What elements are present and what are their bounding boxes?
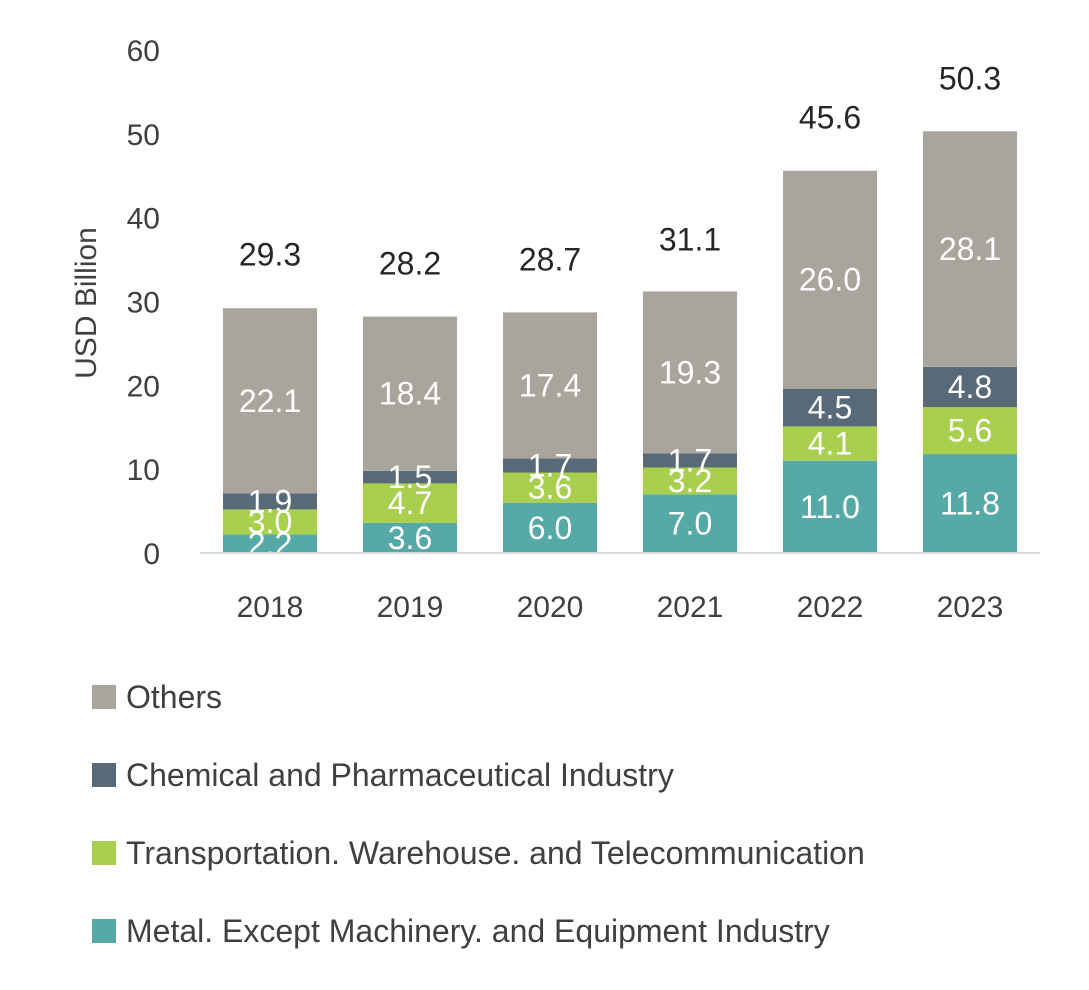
legend-label: Metal. Except Machinery. and Equipment I… (126, 912, 830, 949)
segment-value-label: 11.0 (800, 489, 860, 525)
bar-segment (783, 388, 877, 427)
total-value-label: 29.3 (239, 236, 301, 272)
bar-segment (923, 407, 1017, 455)
segment-value-label: 18.4 (379, 376, 441, 412)
bar-segment (363, 522, 457, 553)
y-tick-label: 60 (127, 35, 160, 68)
total-value-label: 28.7 (519, 241, 581, 277)
segment-value-label: 7.0 (668, 506, 712, 542)
bar-segment (223, 534, 317, 553)
bar-segment (643, 291, 737, 454)
bar-segment (783, 170, 877, 389)
total-value-label: 28.2 (379, 246, 441, 282)
segment-value-label: 3.2 (668, 463, 712, 499)
x-tick-label: 2020 (517, 591, 584, 624)
segment-value-label: 2.2 (248, 526, 292, 562)
legend-label: Others (126, 678, 223, 715)
segment-value-label: 19.3 (659, 354, 721, 390)
x-tick-label: 2023 (937, 591, 1004, 624)
bar-segment (223, 509, 317, 535)
segment-value-label: 4.5 (808, 390, 852, 426)
total-value-label: 45.6 (799, 100, 861, 136)
stacked-bar-chart: 0 10 20 30 40 50 60 USD Billion 2.23.01.9 22.1 3… (70, 35, 1040, 624)
legend-swatch (92, 763, 116, 787)
bar-segment (363, 483, 457, 523)
segment-value-label: 22.1 (239, 383, 301, 419)
bar-segment (923, 454, 1017, 553)
segment-value-label: 28.1 (939, 231, 1001, 267)
segment-value-label: 1.7 (528, 447, 572, 483)
legend-label: Transportation. Warehouse. and Telecommu… (126, 834, 865, 871)
segment-value-label: 4.7 (388, 485, 432, 521)
legend: Others Chemical and Pharmaceutical Indust… (92, 676, 865, 988)
y-tick-label: 30 (127, 287, 160, 320)
segment-value-label: 4.8 (948, 369, 992, 405)
bars: 2.23.01.922.13.64.71.518.46.03.61.717.47… (223, 131, 1017, 562)
segment-value-label: 3.6 (388, 520, 432, 556)
total-labels: 29.3 28.2 28.7 31.1 45.6 50.3 (239, 60, 1001, 281)
segment-value-label: 17.4 (519, 367, 581, 403)
bar-segment (223, 308, 317, 494)
legend-item: Transportation. Warehouse. and Telecommu… (92, 832, 865, 874)
bar-segment (923, 131, 1017, 367)
segment-value-label: 11.8 (940, 486, 1000, 522)
y-tick-label: 50 (127, 119, 160, 152)
bar-segment (783, 460, 877, 553)
legend-item: Others (92, 676, 865, 718)
legend-item: Metal. Except Machinery. and Equipment I… (92, 910, 865, 952)
x-axis: 2018 2019 2020 2021 2022 2023 (200, 552, 1040, 624)
bar-segment (643, 494, 737, 553)
segment-value-label: 5.6 (948, 413, 992, 449)
legend-item: Chemical and Pharmaceutical Industry (92, 754, 865, 796)
bar-segment (503, 458, 597, 473)
bar-segment (503, 502, 597, 553)
y-axis-label: USD Billion (70, 227, 103, 379)
bar-segment (783, 426, 877, 461)
x-tick-label: 2022 (797, 591, 864, 624)
total-value-label: 50.3 (939, 60, 1001, 96)
bar-segment (643, 453, 737, 468)
bar-segment (503, 472, 597, 503)
y-tick-label: 40 (127, 203, 160, 236)
segment-value-label: 1.5 (388, 459, 432, 495)
segment-value-label: 6.0 (528, 510, 572, 546)
total-value-label: 31.1 (659, 221, 721, 257)
y-axis: 0 10 20 30 40 50 60 (127, 35, 160, 571)
segment-value-label: 4.1 (808, 426, 852, 462)
bar-segment (223, 493, 317, 510)
bar-segment (643, 467, 737, 495)
x-tick-label: 2019 (377, 591, 444, 624)
bar-segment (923, 366, 1017, 408)
y-tick-label: 20 (127, 370, 160, 403)
legend-swatch (92, 685, 116, 709)
segment-value-label: 1.7 (668, 442, 712, 478)
y-tick-label: 10 (127, 454, 160, 487)
x-tick-label: 2018 (237, 591, 304, 624)
segment-value-label: 26.0 (799, 262, 861, 298)
y-tick-label: 0 (143, 538, 160, 571)
segment-value-label: 3.6 (528, 470, 572, 506)
bar-segment (503, 312, 597, 459)
bar-segment (363, 316, 457, 471)
legend-swatch (92, 841, 116, 865)
x-tick-label: 2021 (657, 591, 724, 624)
legend-swatch (92, 919, 116, 943)
segment-value-label: 3.0 (248, 504, 292, 540)
segment-value-label: 1.9 (248, 483, 292, 519)
legend-label: Chemical and Pharmaceutical Industry (126, 756, 674, 793)
bar-segment (363, 470, 457, 484)
